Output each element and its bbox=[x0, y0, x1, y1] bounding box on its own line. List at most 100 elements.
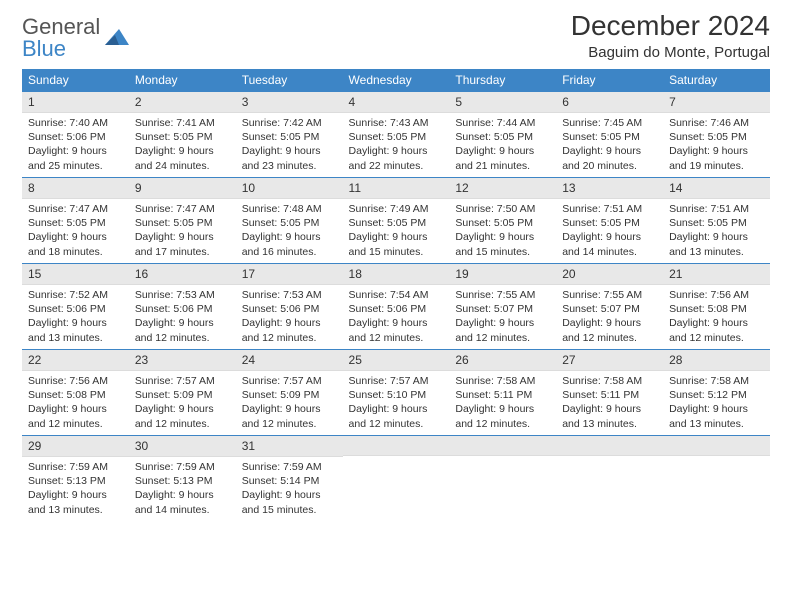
day-details: Sunrise: 7:57 AMSunset: 5:09 PMDaylight:… bbox=[129, 371, 236, 435]
sunset-text: Sunset: 5:05 PM bbox=[349, 130, 444, 144]
calendar-cell: 7Sunrise: 7:46 AMSunset: 5:05 PMDaylight… bbox=[663, 92, 770, 178]
day-number: 24 bbox=[236, 350, 343, 371]
sunrise-text: Sunrise: 7:52 AM bbox=[28, 288, 123, 302]
sunset-text: Sunset: 5:13 PM bbox=[28, 474, 123, 488]
sunset-text: Sunset: 5:11 PM bbox=[562, 388, 657, 402]
sunrise-text: Sunrise: 7:43 AM bbox=[349, 116, 444, 130]
day-details: Sunrise: 7:57 AMSunset: 5:09 PMDaylight:… bbox=[236, 371, 343, 435]
day-details: Sunrise: 7:57 AMSunset: 5:10 PMDaylight:… bbox=[343, 371, 450, 435]
daylight-text: Daylight: 9 hours and 18 minutes. bbox=[28, 230, 123, 258]
day-details: Sunrise: 7:44 AMSunset: 5:05 PMDaylight:… bbox=[449, 113, 556, 177]
weekday-header: Sunday bbox=[22, 69, 129, 92]
sunset-text: Sunset: 5:07 PM bbox=[455, 302, 550, 316]
day-details: Sunrise: 7:59 AMSunset: 5:14 PMDaylight:… bbox=[236, 457, 343, 521]
sunset-text: Sunset: 5:05 PM bbox=[28, 216, 123, 230]
day-number: 19 bbox=[449, 264, 556, 285]
calendar-cell: 10Sunrise: 7:48 AMSunset: 5:05 PMDayligh… bbox=[236, 178, 343, 264]
daylight-text: Daylight: 9 hours and 23 minutes. bbox=[242, 144, 337, 172]
day-details: Sunrise: 7:49 AMSunset: 5:05 PMDaylight:… bbox=[343, 199, 450, 263]
daylight-text: Daylight: 9 hours and 13 minutes. bbox=[28, 316, 123, 344]
sunset-text: Sunset: 5:05 PM bbox=[562, 216, 657, 230]
sunrise-text: Sunrise: 7:57 AM bbox=[242, 374, 337, 388]
calendar-cell: 9Sunrise: 7:47 AMSunset: 5:05 PMDaylight… bbox=[129, 178, 236, 264]
sunrise-text: Sunrise: 7:45 AM bbox=[562, 116, 657, 130]
sunset-text: Sunset: 5:05 PM bbox=[669, 130, 764, 144]
daylight-text: Daylight: 9 hours and 13 minutes. bbox=[28, 488, 123, 516]
daylight-text: Daylight: 9 hours and 12 minutes. bbox=[669, 316, 764, 344]
day-number: 17 bbox=[236, 264, 343, 285]
day-details: Sunrise: 7:42 AMSunset: 5:05 PMDaylight:… bbox=[236, 113, 343, 177]
empty-day bbox=[556, 436, 663, 456]
sunset-text: Sunset: 5:05 PM bbox=[349, 216, 444, 230]
calendar-cell bbox=[343, 436, 450, 522]
daylight-text: Daylight: 9 hours and 12 minutes. bbox=[135, 402, 230, 430]
daylight-text: Daylight: 9 hours and 25 minutes. bbox=[28, 144, 123, 172]
day-number: 1 bbox=[22, 92, 129, 113]
daylight-text: Daylight: 9 hours and 12 minutes. bbox=[455, 402, 550, 430]
sunrise-text: Sunrise: 7:47 AM bbox=[28, 202, 123, 216]
sunrise-text: Sunrise: 7:57 AM bbox=[349, 374, 444, 388]
calendar-cell: 12 Sunrise: 7:50 AMSunset: 5:05 PMDayligh… bbox=[449, 178, 556, 264]
day-number: 10 bbox=[236, 178, 343, 199]
calendar-cell: 23Sunrise: 7:57 AMSunset: 5:09 PMDayligh… bbox=[129, 350, 236, 436]
header: General Blue December 2024 Baguim do Mon… bbox=[22, 10, 770, 61]
weekday-header: Wednesday bbox=[343, 69, 450, 92]
daylight-text: Daylight: 9 hours and 13 minutes. bbox=[562, 402, 657, 430]
logo-text: General Blue bbox=[22, 16, 100, 60]
empty-day bbox=[343, 436, 450, 456]
day-number: 15 bbox=[22, 264, 129, 285]
day-details: Sunrise: 7:53 AMSunset: 5:06 PMDaylight:… bbox=[129, 285, 236, 349]
weekday-header: Friday bbox=[556, 69, 663, 92]
calendar-cell: 30Sunrise: 7:59 AMSunset: 5:13 PMDayligh… bbox=[129, 436, 236, 522]
calendar-cell: 19Sunrise: 7:55 AMSunset: 5:07 PMDayligh… bbox=[449, 264, 556, 350]
sunset-text: Sunset: 5:06 PM bbox=[349, 302, 444, 316]
sunrise-text: Sunrise: 7:42 AM bbox=[242, 116, 337, 130]
calendar-cell: 3Sunrise: 7:42 AMSunset: 5:05 PMDaylight… bbox=[236, 92, 343, 178]
logo-word-2: Blue bbox=[22, 36, 66, 61]
sunset-text: Sunset: 5:09 PM bbox=[135, 388, 230, 402]
day-number: 12 bbox=[449, 178, 556, 199]
sunset-text: Sunset: 5:05 PM bbox=[455, 216, 550, 230]
sunrise-text: Sunrise: 7:55 AM bbox=[455, 288, 550, 302]
day-number: 7 bbox=[663, 92, 770, 113]
daylight-text: Daylight: 9 hours and 17 minutes. bbox=[135, 230, 230, 258]
sunset-text: Sunset: 5:05 PM bbox=[242, 130, 337, 144]
daylight-text: Daylight: 9 hours and 12 minutes. bbox=[349, 402, 444, 430]
weekday-header: Monday bbox=[129, 69, 236, 92]
calendar-cell: 8Sunrise: 7:47 AMSunset: 5:05 PMDaylight… bbox=[22, 178, 129, 264]
sunrise-text: Sunrise: 7:49 AM bbox=[349, 202, 444, 216]
title-block: December 2024 Baguim do Monte, Portugal bbox=[571, 10, 770, 61]
sunrise-text: Sunrise: 7:50 AM bbox=[455, 202, 550, 216]
sunrise-text: Sunrise: 7:53 AM bbox=[135, 288, 230, 302]
day-number: 3 bbox=[236, 92, 343, 113]
sunset-text: Sunset: 5:13 PM bbox=[135, 474, 230, 488]
weekday-header: Saturday bbox=[663, 69, 770, 92]
calendar-cell: 21Sunrise: 7:56 AMSunset: 5:08 PMDayligh… bbox=[663, 264, 770, 350]
day-details: Sunrise: 7:45 AMSunset: 5:05 PMDaylight:… bbox=[556, 113, 663, 177]
calendar-cell: 16Sunrise: 7:53 AMSunset: 5:06 PMDayligh… bbox=[129, 264, 236, 350]
daylight-text: Daylight: 9 hours and 21 minutes. bbox=[455, 144, 550, 172]
day-number: 11 bbox=[343, 178, 450, 199]
day-number: 29 bbox=[22, 436, 129, 457]
calendar-cell bbox=[449, 436, 556, 522]
calendar-cell: 5Sunrise: 7:44 AMSunset: 5:05 PMDaylight… bbox=[449, 92, 556, 178]
sunrise-text: Sunrise: 7:57 AM bbox=[135, 374, 230, 388]
empty-day bbox=[449, 436, 556, 456]
sunset-text: Sunset: 5:08 PM bbox=[28, 388, 123, 402]
day-details: Sunrise: 7:53 AMSunset: 5:06 PMDaylight:… bbox=[236, 285, 343, 349]
calendar-cell: 22Sunrise: 7:56 AMSunset: 5:08 PMDayligh… bbox=[22, 350, 129, 436]
calendar-cell: 18Sunrise: 7:54 AMSunset: 5:06 PMDayligh… bbox=[343, 264, 450, 350]
daylight-text: Daylight: 9 hours and 13 minutes. bbox=[669, 230, 764, 258]
sunrise-text: Sunrise: 7:55 AM bbox=[562, 288, 657, 302]
day-details: Sunrise: 7:43 AMSunset: 5:05 PMDaylight:… bbox=[343, 113, 450, 177]
sunrise-text: Sunrise: 7:59 AM bbox=[28, 460, 123, 474]
sunrise-text: Sunrise: 7:56 AM bbox=[669, 288, 764, 302]
calendar-page: General Blue December 2024 Baguim do Mon… bbox=[0, 0, 792, 522]
day-number: 6 bbox=[556, 92, 663, 113]
day-number: 30 bbox=[129, 436, 236, 457]
daylight-text: Daylight: 9 hours and 12 minutes. bbox=[242, 316, 337, 344]
day-details: Sunrise: 7:58 AMSunset: 5:12 PMDaylight:… bbox=[663, 371, 770, 435]
daylight-text: Daylight: 9 hours and 15 minutes. bbox=[455, 230, 550, 258]
day-number: 28 bbox=[663, 350, 770, 371]
page-subtitle: Baguim do Monte, Portugal bbox=[571, 44, 770, 61]
